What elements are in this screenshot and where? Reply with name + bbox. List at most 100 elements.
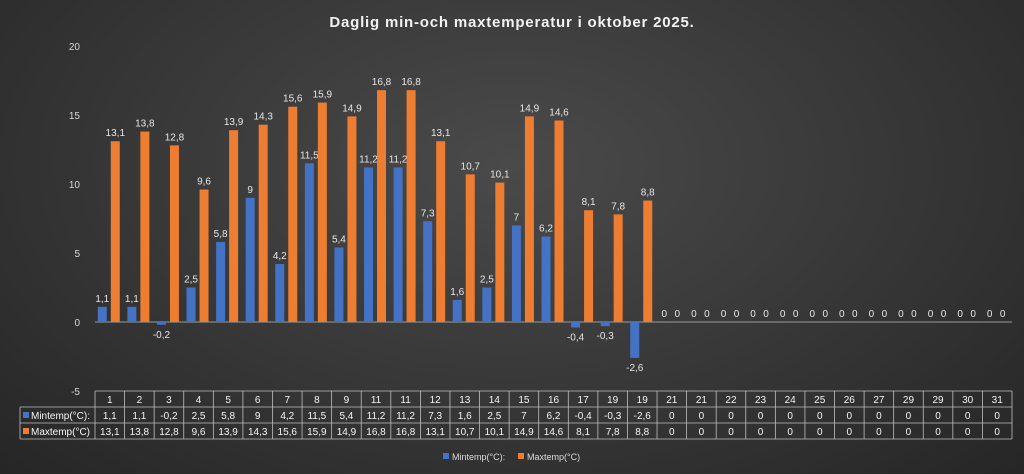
min-temp-data-label: 0: [957, 309, 963, 320]
table-cell: 0: [699, 411, 705, 422]
min-temp-data-label: 5,8: [214, 229, 228, 240]
table-cell: 0: [758, 427, 764, 438]
table-cell: 14,6: [544, 427, 564, 438]
table-cell: 4,2: [280, 411, 294, 422]
table-cell: 0: [669, 427, 675, 438]
table-cell: 0: [906, 427, 912, 438]
max-temp-data-label: 0: [822, 309, 828, 320]
table-cell: 9: [255, 411, 261, 422]
max-temp-data-label: 16,8: [372, 77, 392, 88]
min-temp-data-label: 4,2: [273, 251, 287, 262]
table-cell: 11,2: [367, 411, 386, 422]
table-cell: 12,8: [159, 427, 179, 438]
max-temp-data-label: 8,1: [582, 197, 596, 208]
y-tick-label: 5: [74, 249, 80, 260]
table-cell: 0: [728, 427, 734, 438]
x-tick-label: 24: [785, 395, 797, 406]
x-tick-label: 12: [430, 395, 442, 406]
min-temp-bar: [511, 225, 521, 322]
max-temp-data-label: 14,9: [520, 103, 540, 114]
y-tick-label: 20: [69, 42, 81, 53]
x-tick-label: 4: [196, 395, 202, 406]
table-cell: -2,6: [634, 411, 652, 422]
min-temp-data-label: 2,5: [480, 275, 494, 286]
max-temp-data-label: 14,9: [342, 103, 362, 114]
max-temp-bar: [495, 182, 505, 322]
max-temp-data-label: 0: [704, 309, 710, 320]
max-temp-data-label: 13,1: [106, 128, 126, 139]
min-temp-data-label: 11,2: [389, 154, 408, 165]
legend-label: Mintemp(°C):: [452, 452, 505, 462]
table-cell: 0: [935, 411, 941, 422]
x-tick-label: 31: [992, 395, 1004, 406]
table-cell: 0: [876, 427, 882, 438]
max-temp-data-label: 0: [911, 309, 917, 320]
max-temp-data-label: 15,9: [313, 90, 333, 101]
y-tick-label: 10: [69, 180, 81, 191]
min-temp-data-label: 7,3: [421, 208, 435, 219]
x-tick-label: 19: [637, 395, 649, 406]
min-temp-bar: [97, 306, 107, 322]
max-temp-data-label: 0: [970, 309, 976, 320]
x-tick-label: 29: [903, 395, 915, 406]
max-temp-data-label: 0: [793, 309, 799, 320]
table-row-label: Mintemp(°C):: [31, 411, 90, 422]
x-tick-label: 8: [314, 395, 320, 406]
table-cell: 0: [994, 411, 1000, 422]
table-legend-key: [23, 412, 29, 418]
table-cell: 0: [994, 427, 1000, 438]
min-temp-data-label: -2,6: [626, 363, 644, 374]
min-temp-data-label: 11,2: [359, 154, 378, 165]
table-cell: 0: [787, 411, 793, 422]
min-temp-data-label: 7: [514, 212, 520, 223]
legend-swatch: [518, 453, 524, 459]
max-temp-data-label: 0: [852, 309, 858, 320]
table-cell: 0: [847, 427, 853, 438]
min-temp-data-label: -0,2: [153, 330, 171, 341]
x-tick-label: 17: [578, 395, 590, 406]
table-cell: 0: [817, 411, 823, 422]
min-temp-bar: [245, 197, 255, 322]
min-temp-data-label: 0: [750, 309, 756, 320]
x-tick-label: 16: [548, 395, 560, 406]
table-row-label: Maxtemp(°C): [31, 427, 90, 438]
table-cell: 0: [965, 411, 971, 422]
max-temp-data-label: 12,8: [165, 132, 185, 143]
table-cell: 13,8: [130, 427, 150, 438]
min-temp-data-label: 11,5: [300, 150, 319, 161]
max-temp-data-label: 0: [763, 309, 769, 320]
min-temp-bar: [600, 322, 610, 327]
table-cell: 14,9: [514, 427, 534, 438]
max-temp-bar: [377, 90, 387, 322]
x-tick-label: 6: [255, 395, 261, 406]
max-temp-bar: [465, 174, 475, 322]
table-cell: 0: [758, 411, 764, 422]
table-cell: -0,3: [604, 411, 622, 422]
data-table: 1 2 3 4 5 6 7 8 9 11 11 12 13 14 15 16 17 19 19 21 21 22 23 24 2…: [19, 390, 1013, 440]
legend: Mintemp(°C): Maxtemp(°C): [443, 452, 580, 462]
max-temp-data-label: 13,1: [431, 128, 451, 139]
max-temp-data-label: 16,8: [401, 77, 421, 88]
x-tick-label: 21: [696, 395, 708, 406]
x-tick-label: 2: [137, 395, 143, 406]
table-cell: 11,2: [396, 411, 415, 422]
min-temp-data-label: -0,3: [597, 331, 615, 342]
max-temp-bar: [524, 116, 534, 322]
max-temp-bar: [317, 102, 327, 322]
min-temp-data-label: 1,1: [125, 294, 139, 305]
table-cell: -0,4: [574, 411, 592, 422]
y-tick-label: 15: [69, 111, 81, 122]
max-temp-bar: [643, 200, 653, 322]
min-temp-bar: [275, 264, 285, 322]
max-temp-bar: [140, 131, 150, 322]
max-temp-bar: [584, 210, 594, 322]
table-cell: 10,1: [485, 427, 505, 438]
max-temp-data-label: 0: [675, 309, 681, 320]
table-cell: 11,5: [307, 411, 326, 422]
table-cell: 2,5: [192, 411, 206, 422]
x-tick-label: 9: [344, 395, 350, 406]
max-temp-bar: [288, 106, 298, 322]
y-tick-label: 0: [74, 318, 80, 329]
table-cell: 13,9: [218, 427, 238, 438]
min-temp-data-label: 5,4: [332, 234, 346, 245]
